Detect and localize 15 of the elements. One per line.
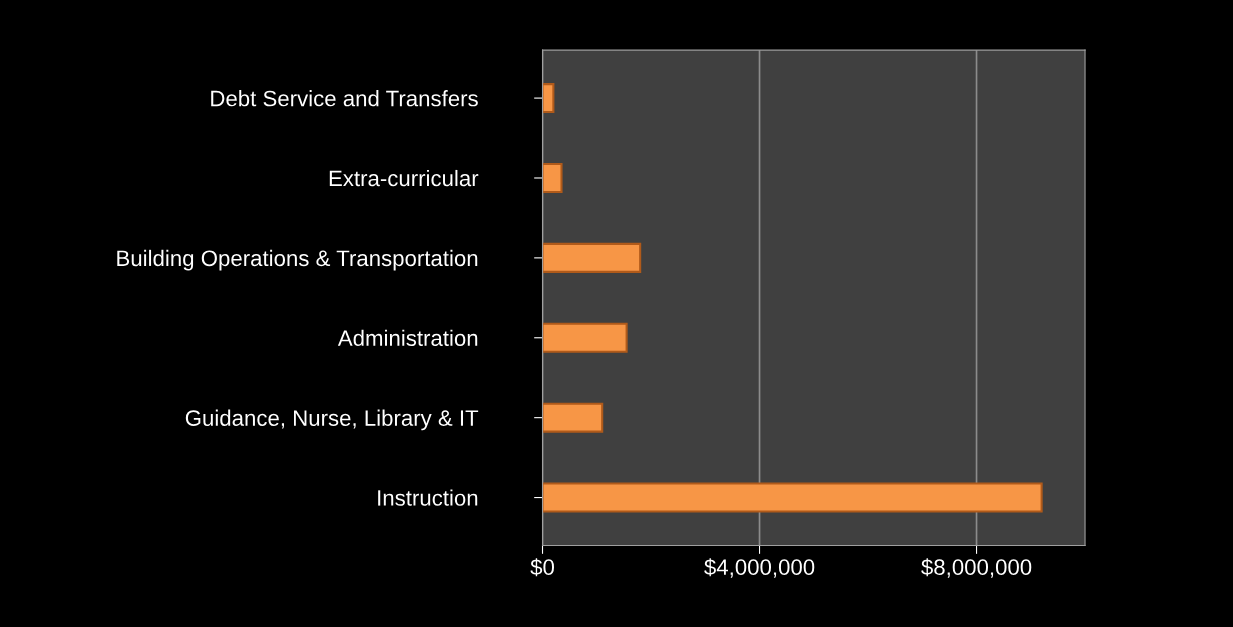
bar (542, 322, 628, 353)
bar (542, 482, 1043, 513)
x-tick-label: $0 (530, 558, 555, 577)
bar (542, 162, 563, 194)
bar (542, 242, 642, 273)
y-tick-label: Administration (337, 329, 478, 347)
y-tick-label: Extra-curricular (329, 169, 479, 187)
x-tick-label: $8,000,000 (921, 558, 1032, 578)
x-tick-label: $4,000,000 (704, 558, 815, 578)
y-tick-label: Instruction (378, 489, 478, 506)
bar (542, 83, 555, 114)
bar (542, 402, 604, 433)
y-tick-label: Debt Service and Transfers (211, 90, 478, 107)
y-tick-label: Guidance, Nurse, Library & IT (185, 409, 479, 431)
y-tick-label: Building Operations & Transportation (117, 249, 478, 271)
